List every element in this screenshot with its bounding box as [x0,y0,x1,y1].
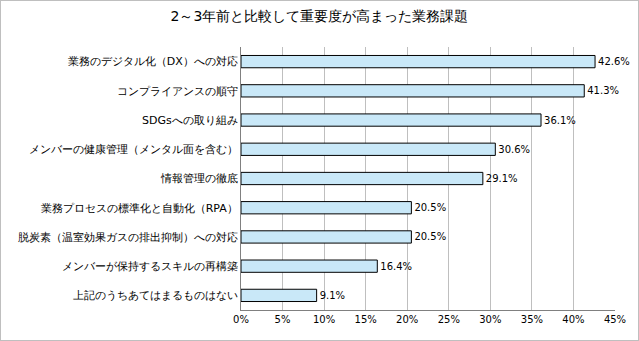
svg-text:42.6%: 42.6% [598,56,630,67]
svg-text:20%: 20% [396,314,418,325]
svg-text:30.6%: 30.6% [498,144,530,155]
svg-text:0%: 0% [233,314,249,325]
svg-text:40%: 40% [562,314,584,325]
svg-text:20.5%: 20.5% [414,202,446,213]
svg-text:35%: 35% [521,314,543,325]
svg-text:10%: 10% [313,314,335,325]
svg-text:メンバーの健康管理（メンタル面を含む）: メンバーの健康管理（メンタル面を含む） [29,143,238,156]
svg-text:脱炭素（温室効果ガスの排出抑制）への対応: 脱炭素（温室効果ガスの排出抑制）への対応 [18,231,238,244]
svg-text:上記のうちあてはまるものはない: 上記のうちあてはまるものはない [73,289,238,302]
svg-text:20.5%: 20.5% [414,231,446,242]
svg-text:25%: 25% [438,314,460,325]
svg-text:36.1%: 36.1% [544,115,576,126]
svg-text:9.1%: 9.1% [320,290,345,301]
svg-text:情報管理の徹底: 情報管理の徹底 [160,172,238,185]
svg-text:業務プロセスの標準化と自動化（RPA）: 業務プロセスの標準化と自動化（RPA） [41,202,238,215]
svg-text:30%: 30% [479,314,501,325]
svg-text:5%: 5% [275,314,291,325]
svg-text:16.4%: 16.4% [380,261,412,272]
svg-text:コンプライアンスの順守: コンプライアンスの順守 [117,85,238,98]
svg-text:SDGsへの取り組み: SDGsへの取り組み [142,114,238,127]
svg-text:業務のデジタル化（DX）への対応: 業務のデジタル化（DX）への対応 [68,55,238,68]
svg-text:41.3%: 41.3% [587,85,619,96]
svg-text:2～3年前と比較して重要度が高まった業務課題: 2～3年前と比較して重要度が高まった業務課題 [171,8,469,24]
svg-text:45%: 45% [604,314,626,325]
svg-text:15%: 15% [355,314,377,325]
svg-text:29.1%: 29.1% [486,173,518,184]
svg-text:メンバーが保持するスキルの再構築: メンバーが保持するスキルの再構築 [62,260,238,273]
